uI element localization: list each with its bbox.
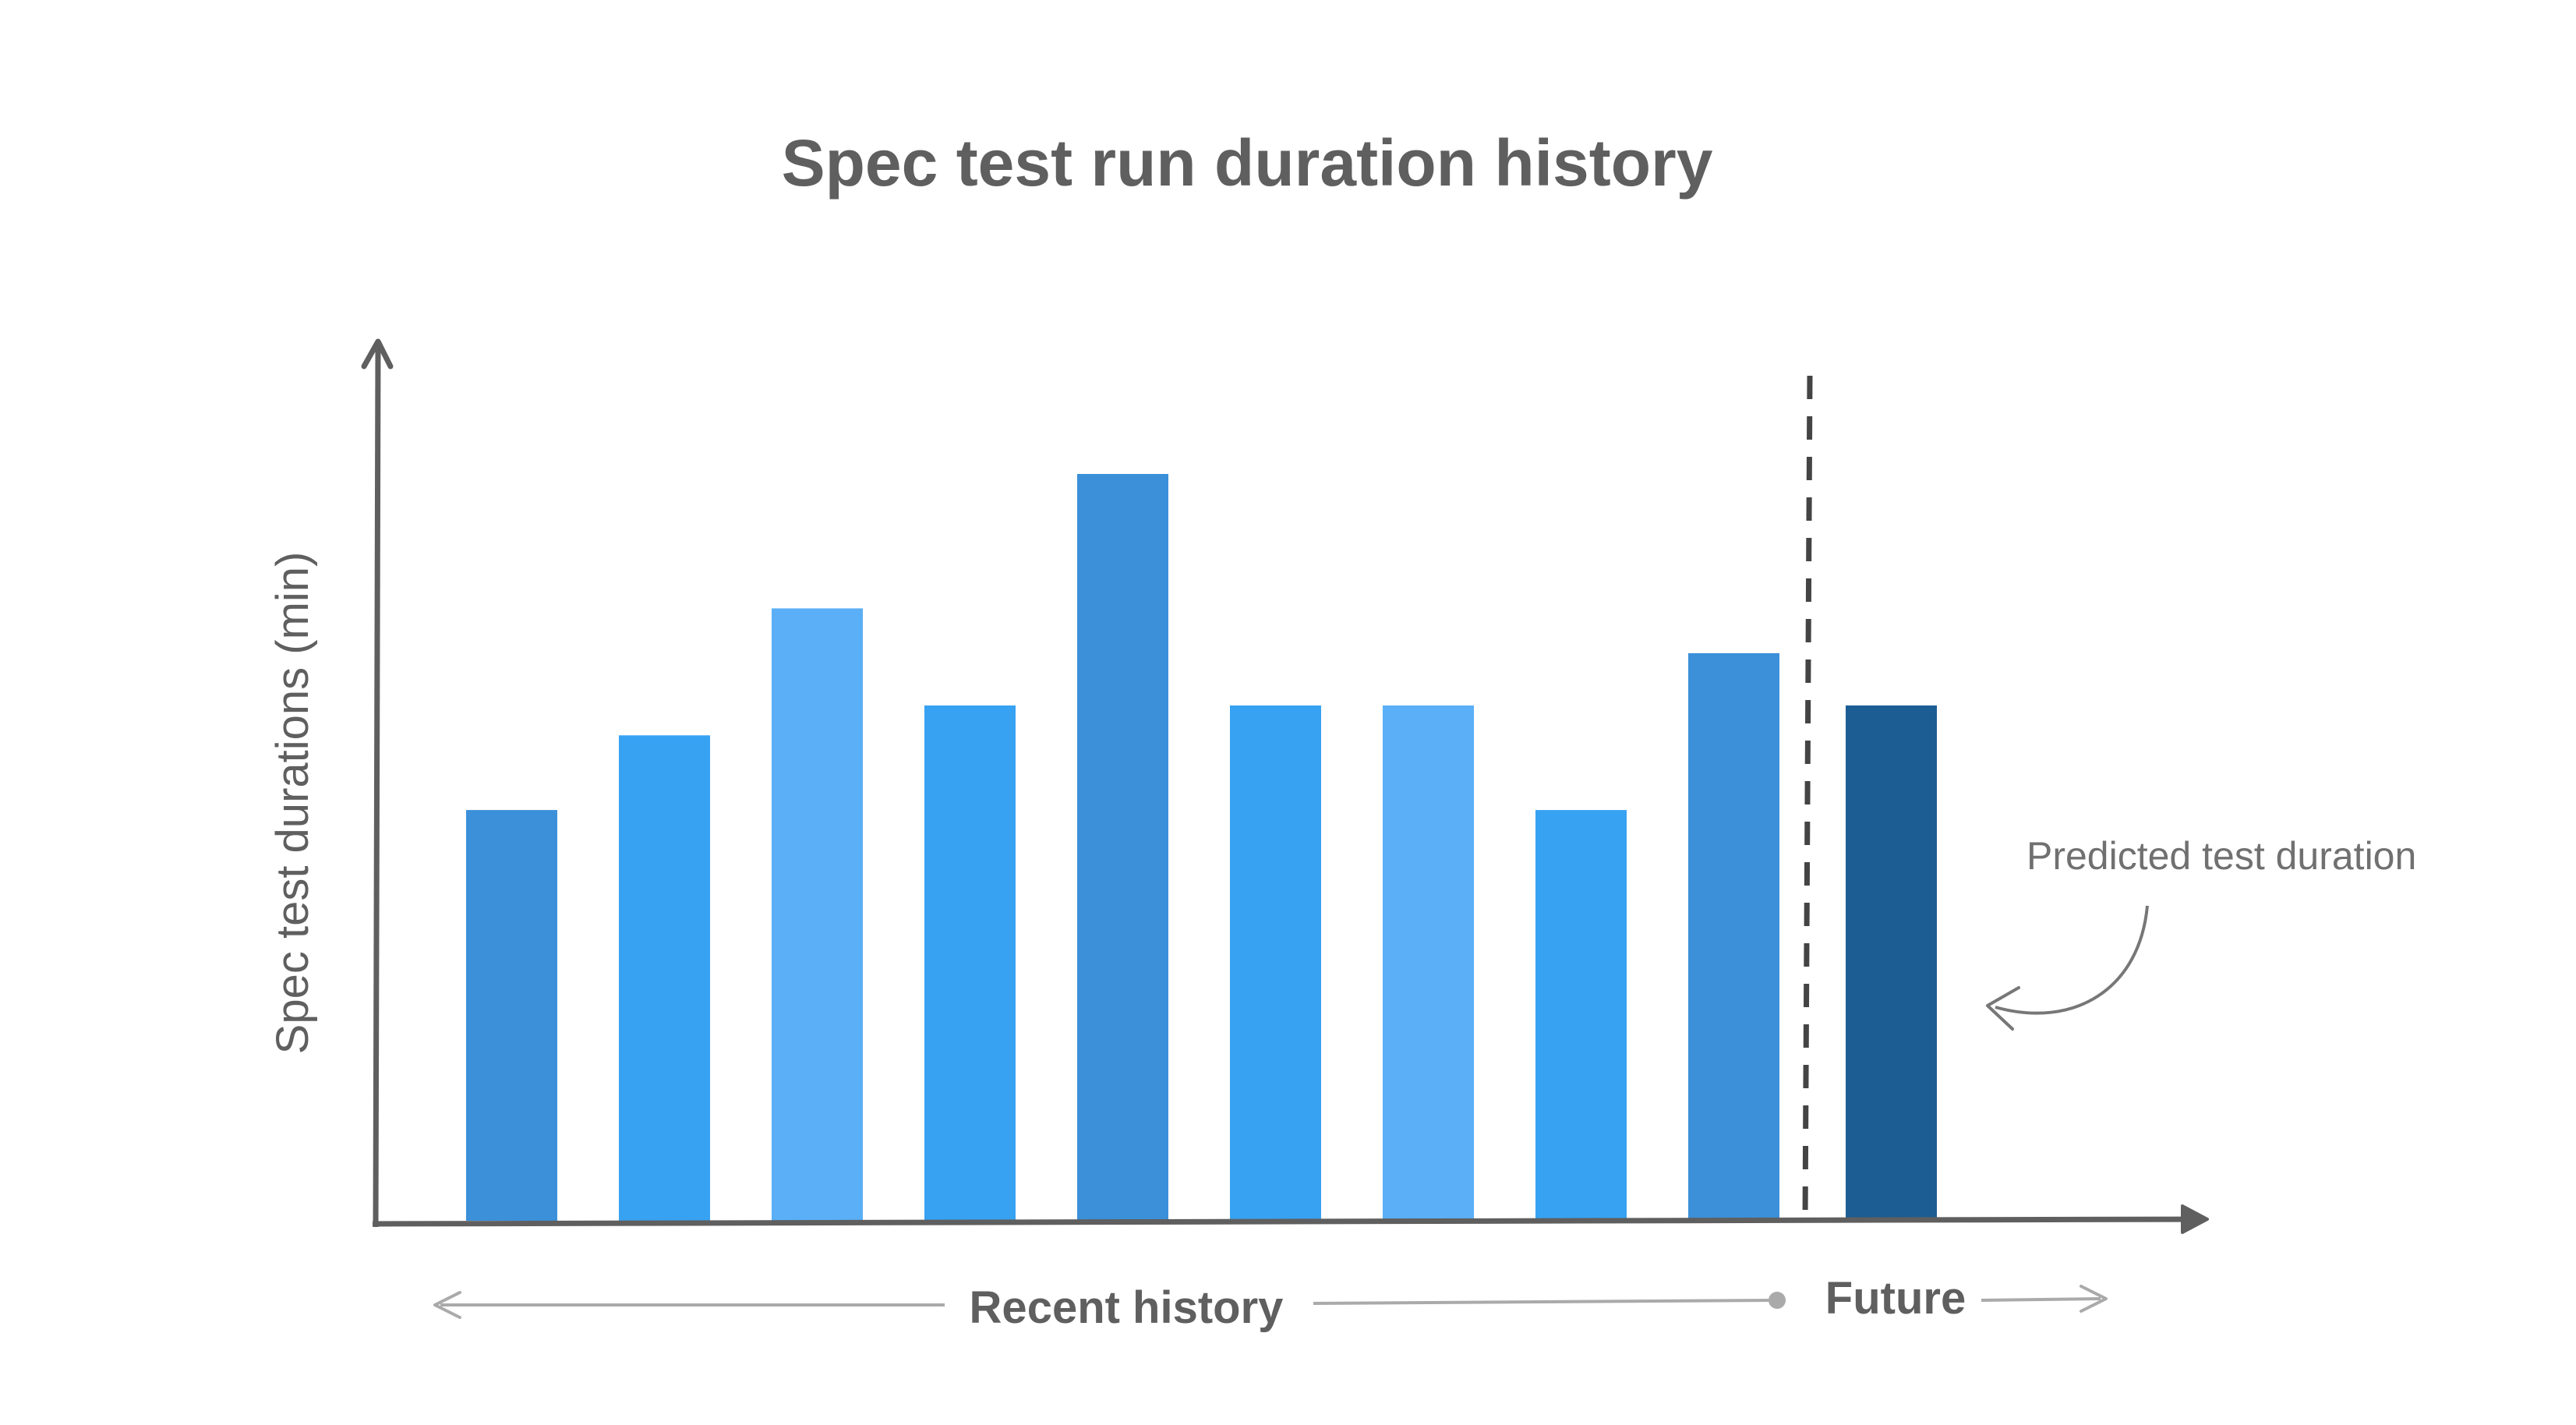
bar-9 <box>1688 652 1779 1221</box>
future-guide <box>1981 1297 2101 1302</box>
bar-5 <box>1077 474 1168 1221</box>
predicted-annotation-arrowhead <box>1986 986 2020 1031</box>
bar-1 <box>466 810 557 1221</box>
predicted-annotation-arrow <box>1995 905 2149 1015</box>
bar-3 <box>772 608 863 1221</box>
bar-predicted <box>1846 705 1937 1221</box>
bar-4 <box>924 705 1016 1221</box>
bar-6 <box>1230 705 1321 1221</box>
bar-7 <box>1383 705 1474 1221</box>
x-axis <box>372 1216 2199 1227</box>
boundary-dot <box>1769 1292 1786 1309</box>
bar-8 <box>1535 810 1627 1221</box>
history-future-divider <box>1802 375 1813 1222</box>
x-axis-arrowhead <box>2181 1204 2209 1234</box>
period-guides: Recent history Future <box>433 1273 2108 1333</box>
y-axis-label: Spec test durations (min) <box>267 552 318 1055</box>
future-label: Future <box>1825 1273 1966 1324</box>
chart-title: Spec test run duration history <box>782 126 1713 200</box>
predicted-annotation: Predicted test duration <box>2027 834 2416 878</box>
y-axis-arrowhead <box>361 338 394 370</box>
bar-2 <box>619 735 710 1221</box>
recent-history-label: Recent history <box>970 1282 1284 1333</box>
axes <box>361 338 2209 1234</box>
future-arrowhead <box>2080 1285 2108 1313</box>
y-axis <box>373 346 381 1228</box>
history-guide-right <box>1313 1299 1776 1305</box>
history-left-arrowhead <box>433 1291 461 1319</box>
bars-group <box>466 474 1937 1221</box>
